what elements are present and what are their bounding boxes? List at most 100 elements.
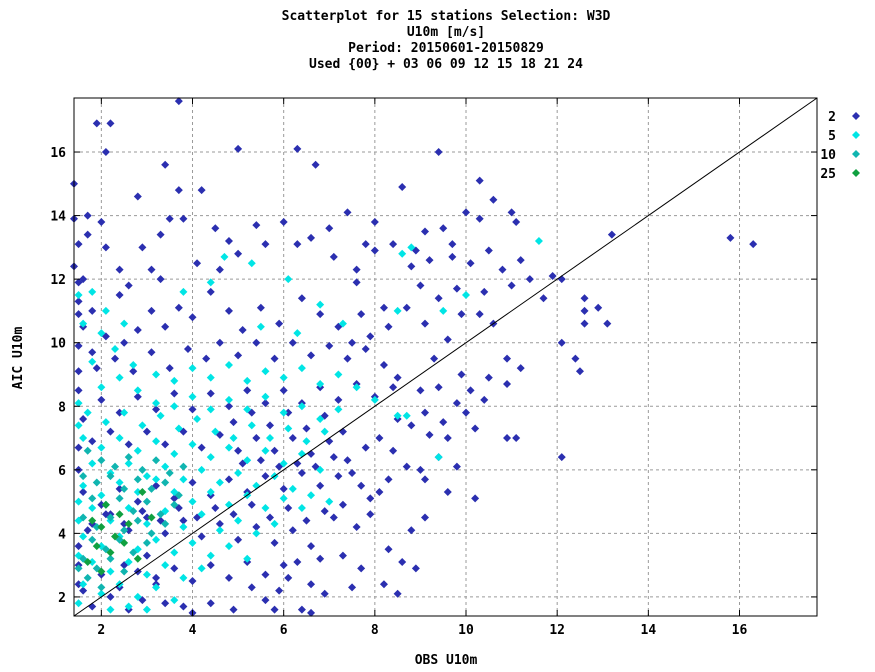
- data-point: [138, 465, 147, 474]
- data-point: [79, 434, 88, 443]
- data-point: [174, 303, 183, 312]
- data-point: [256, 456, 265, 465]
- data-point: [462, 291, 471, 300]
- data-point: [161, 529, 170, 538]
- data-point: [338, 500, 347, 509]
- data-point: [224, 237, 233, 246]
- data-point: [402, 303, 411, 312]
- data-point: [261, 472, 270, 481]
- data-point: [270, 605, 279, 614]
- data-point: [120, 538, 129, 547]
- data-point: [224, 443, 233, 452]
- data-point: [83, 557, 92, 566]
- x-tick-label: 14: [641, 623, 657, 638]
- data-point: [161, 440, 170, 449]
- data-point: [297, 364, 306, 373]
- data-point: [279, 494, 288, 503]
- data-point: [288, 526, 297, 535]
- title-line-2: U10m [m/s]: [407, 25, 485, 40]
- data-point: [147, 265, 156, 274]
- x-tick-label: 2: [97, 623, 105, 638]
- data-point: [334, 370, 343, 379]
- data-point: [247, 259, 256, 268]
- data-point: [352, 523, 361, 532]
- data-point: [462, 408, 471, 417]
- data-point: [434, 294, 443, 303]
- data-point: [188, 577, 197, 586]
- data-point: [370, 395, 379, 404]
- x-tick-label: 12: [549, 623, 565, 638]
- data-point: [106, 513, 115, 522]
- y-tick-label: 16: [50, 146, 66, 161]
- data-point: [484, 246, 493, 255]
- legend-marker: [852, 112, 860, 120]
- data-point: [120, 567, 129, 576]
- data-point: [133, 192, 142, 201]
- data-point: [297, 605, 306, 614]
- data-point: [361, 345, 370, 354]
- data-point: [202, 354, 211, 363]
- grid: [74, 98, 817, 616]
- data-point: [288, 338, 297, 347]
- x-tick-label: 16: [732, 623, 748, 638]
- data-point: [229, 510, 238, 519]
- data-point: [88, 557, 97, 566]
- data-point: [142, 605, 151, 614]
- data-point: [439, 306, 448, 315]
- data-point: [325, 497, 334, 506]
- data-point: [129, 548, 138, 557]
- data-point: [206, 561, 215, 570]
- data-point: [74, 297, 83, 306]
- data-point: [516, 256, 525, 265]
- data-point: [74, 291, 83, 300]
- data-point: [74, 386, 83, 395]
- data-point: [580, 319, 589, 328]
- data-point: [88, 494, 97, 503]
- data-point: [147, 306, 156, 315]
- data-point: [275, 319, 284, 328]
- data-point: [142, 570, 151, 579]
- data-point: [174, 186, 183, 195]
- data-point: [475, 310, 484, 319]
- data-point: [580, 294, 589, 303]
- data-point: [106, 605, 115, 614]
- data-point: [325, 224, 334, 233]
- data-point: [138, 507, 147, 516]
- data-point: [425, 430, 434, 439]
- data-point: [97, 443, 106, 452]
- series-5: [74, 237, 543, 614]
- data-point: [256, 303, 265, 312]
- y-axis-label: AIC U10m: [11, 327, 26, 390]
- data-point: [129, 360, 138, 369]
- data-point: [106, 567, 115, 576]
- data-point: [106, 119, 115, 128]
- data-point: [124, 440, 133, 449]
- data-point: [142, 519, 151, 528]
- data-point: [120, 519, 129, 528]
- data-point: [133, 446, 142, 455]
- data-point: [124, 281, 133, 290]
- data-point: [170, 564, 179, 573]
- data-point: [316, 554, 325, 563]
- x-tick-label: 10: [458, 623, 474, 638]
- data-point: [179, 516, 188, 525]
- data-point: [316, 300, 325, 309]
- data-point: [443, 434, 452, 443]
- data-point: [79, 481, 88, 490]
- data-point: [247, 500, 256, 509]
- data-point: [557, 453, 566, 462]
- data-point: [215, 478, 224, 487]
- data-point: [266, 421, 275, 430]
- data-point: [247, 421, 256, 430]
- data-point: [252, 221, 261, 230]
- data-point: [88, 437, 97, 446]
- data-point: [188, 405, 197, 414]
- data-point: [516, 364, 525, 373]
- data-point: [316, 414, 325, 423]
- data-point: [261, 399, 270, 408]
- data-point: [379, 580, 388, 589]
- data-point: [179, 214, 188, 223]
- data-point: [229, 418, 238, 427]
- data-point: [188, 392, 197, 401]
- data-point: [111, 345, 120, 354]
